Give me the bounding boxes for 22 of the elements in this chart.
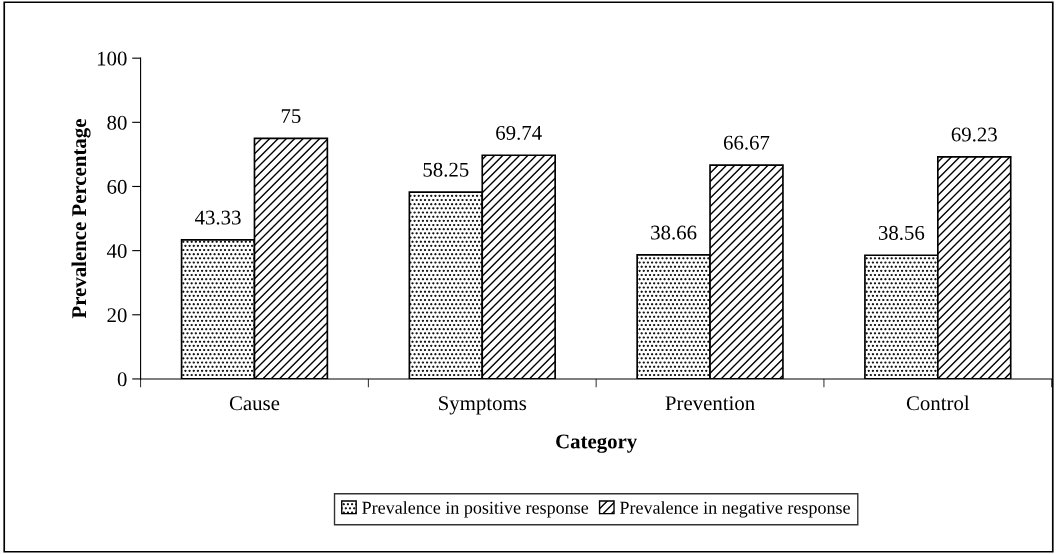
data-label: 58.25 bbox=[423, 162, 469, 177]
x-axis-title: Category bbox=[556, 434, 638, 453]
y-tick-label: 60 bbox=[107, 179, 127, 194]
data-label: 75 bbox=[281, 109, 301, 124]
x-tick-label: Cause bbox=[229, 396, 280, 411]
x-tick-label: Symptoms bbox=[439, 396, 527, 415]
legend-label: Prevalence in positive response bbox=[362, 501, 589, 518]
y-tick-label: 0 bbox=[117, 372, 127, 387]
data-label: 43.33 bbox=[195, 210, 241, 225]
data-label: 38.56 bbox=[878, 225, 925, 240]
legend-label: Prevalence in negative response bbox=[619, 501, 850, 518]
data-label: 69.23 bbox=[951, 127, 997, 142]
y-tick-label: 100 bbox=[97, 51, 127, 66]
data-label: 38.66 bbox=[651, 225, 697, 240]
data-label: 66.67 bbox=[723, 135, 770, 150]
x-tick-label: Control bbox=[906, 395, 970, 411]
y-axis-title: Prevalence Percentage bbox=[71, 119, 91, 319]
y-tick-label: 80 bbox=[107, 115, 127, 130]
data-label: 69.74 bbox=[496, 125, 542, 140]
y-tick-label: 20 bbox=[107, 308, 127, 323]
x-tick-label: Prevention bbox=[665, 396, 755, 411]
y-tick-label: 40 bbox=[106, 244, 127, 259]
